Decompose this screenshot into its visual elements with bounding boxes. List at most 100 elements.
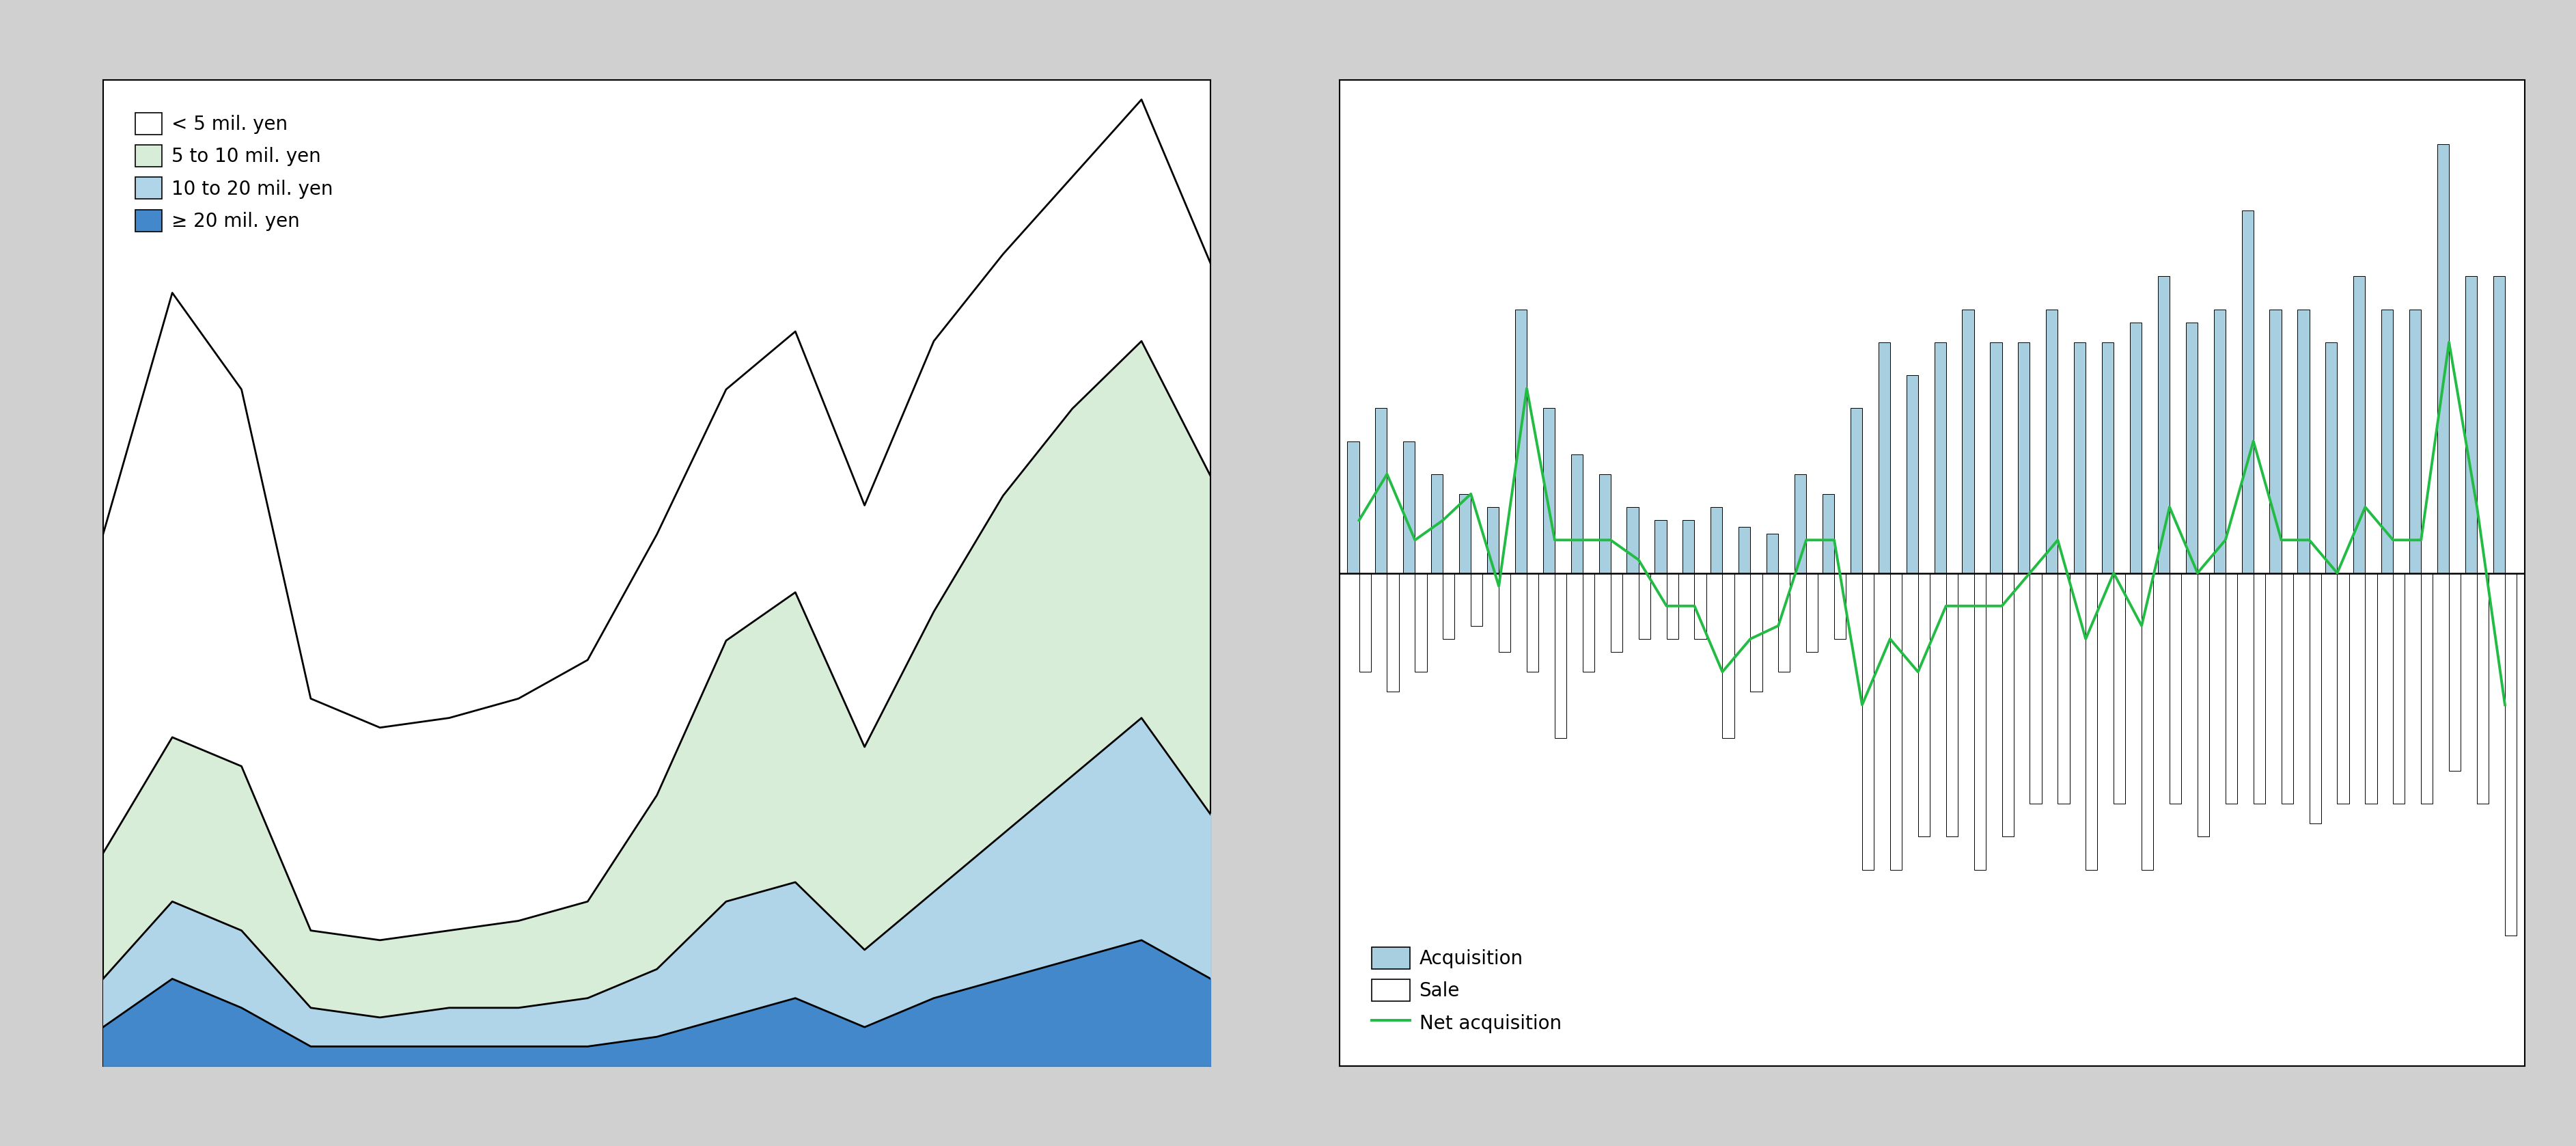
Bar (1515, 309, 1528, 573)
Bar (1695, 573, 1705, 639)
Bar (2102, 343, 2115, 573)
Bar (2365, 573, 2378, 803)
Net acquisition (1427, 513, 1458, 527)
Bar (1556, 573, 1566, 738)
Net acquisition (1762, 619, 1793, 633)
Bar (2002, 573, 2014, 837)
Bar (2159, 276, 2169, 573)
Bar (1878, 343, 1891, 573)
Bar (2504, 573, 2517, 935)
Bar (1945, 573, 1958, 837)
Bar (2045, 309, 2058, 573)
Bar (1935, 343, 1945, 573)
Net acquisition (2182, 566, 2213, 580)
Bar (2241, 211, 2254, 573)
Net acquisition (1566, 533, 1597, 547)
Net acquisition (2154, 500, 2184, 513)
Bar (1834, 573, 1847, 639)
Bar (1486, 507, 1499, 573)
Bar (2141, 573, 2154, 870)
Bar (2336, 573, 2349, 803)
Net acquisition (2210, 533, 2241, 547)
Bar (1432, 474, 1443, 573)
Bar (2409, 309, 2421, 573)
Bar (1963, 309, 1973, 573)
Net acquisition (1904, 665, 1935, 678)
Bar (1973, 573, 1986, 870)
Bar (2187, 322, 2197, 573)
Bar (1347, 441, 1360, 573)
Bar (2437, 144, 2450, 573)
Net acquisition (2463, 500, 2494, 513)
Bar (1795, 474, 1806, 573)
Bar (1458, 494, 1471, 573)
Bar (1499, 573, 1510, 652)
Net acquisition (1958, 599, 1989, 613)
Bar (1767, 533, 1777, 573)
Bar (2478, 573, 2488, 803)
Bar (1582, 573, 1595, 672)
Net acquisition (1819, 533, 1850, 547)
Bar (2282, 573, 2293, 803)
Net acquisition (1680, 599, 1710, 613)
Net acquisition (2239, 434, 2269, 448)
Bar (1386, 573, 1399, 692)
Net acquisition (2099, 566, 2130, 580)
Net acquisition (1345, 513, 1376, 527)
Bar (1376, 408, 1386, 573)
Bar (2298, 309, 2308, 573)
Bar (1471, 573, 1484, 626)
Bar (1610, 573, 1623, 652)
Net acquisition (1512, 382, 1543, 395)
Bar (1414, 573, 1427, 672)
Net acquisition (1623, 552, 1654, 566)
Bar (1806, 573, 1819, 652)
Bar (1404, 441, 1414, 573)
Net acquisition (1986, 599, 2017, 613)
Bar (1777, 573, 1790, 672)
Bar (1682, 520, 1695, 573)
Net acquisition (1790, 533, 1821, 547)
Bar (2393, 573, 2406, 803)
Bar (2465, 276, 2478, 573)
Bar (1528, 573, 1538, 672)
Net acquisition (1875, 633, 1906, 646)
Legend: Acquisition, Sale, Net acquisition: Acquisition, Sale, Net acquisition (1350, 924, 1584, 1057)
Bar (1600, 474, 1610, 573)
Bar (2494, 276, 2504, 573)
Bar (1723, 573, 1734, 738)
Net acquisition (2378, 533, 2409, 547)
Net acquisition (2434, 336, 2465, 350)
Net acquisition (1708, 665, 1739, 678)
Bar (1739, 527, 1749, 573)
Bar (2354, 276, 2365, 573)
Bar (1360, 573, 1370, 672)
Bar (2197, 573, 2210, 837)
Bar (2169, 573, 2182, 803)
Bar (2130, 322, 2141, 573)
Net acquisition (2293, 533, 2324, 547)
Net acquisition (2043, 533, 2074, 547)
Net acquisition (1399, 533, 1430, 547)
Bar (1710, 507, 1723, 573)
Bar (1749, 573, 1762, 692)
Bar (2213, 309, 2226, 573)
Bar (1850, 408, 1862, 573)
Bar (1571, 454, 1582, 573)
Net acquisition (1455, 487, 1486, 501)
Bar (1543, 408, 1556, 573)
Net acquisition (1540, 533, 1571, 547)
Bar (1919, 573, 1929, 837)
Bar (2254, 573, 2264, 803)
Bar (2380, 309, 2393, 573)
Bar (2115, 573, 2125, 803)
Net acquisition (1847, 698, 1878, 712)
Net acquisition (1651, 599, 1682, 613)
Bar (2030, 573, 2043, 803)
Bar (1667, 573, 1677, 639)
Net acquisition (2125, 619, 2156, 633)
Bar (2421, 573, 2432, 803)
Bar (2308, 573, 2321, 824)
Net acquisition (2488, 698, 2519, 712)
Bar (2087, 573, 2097, 870)
